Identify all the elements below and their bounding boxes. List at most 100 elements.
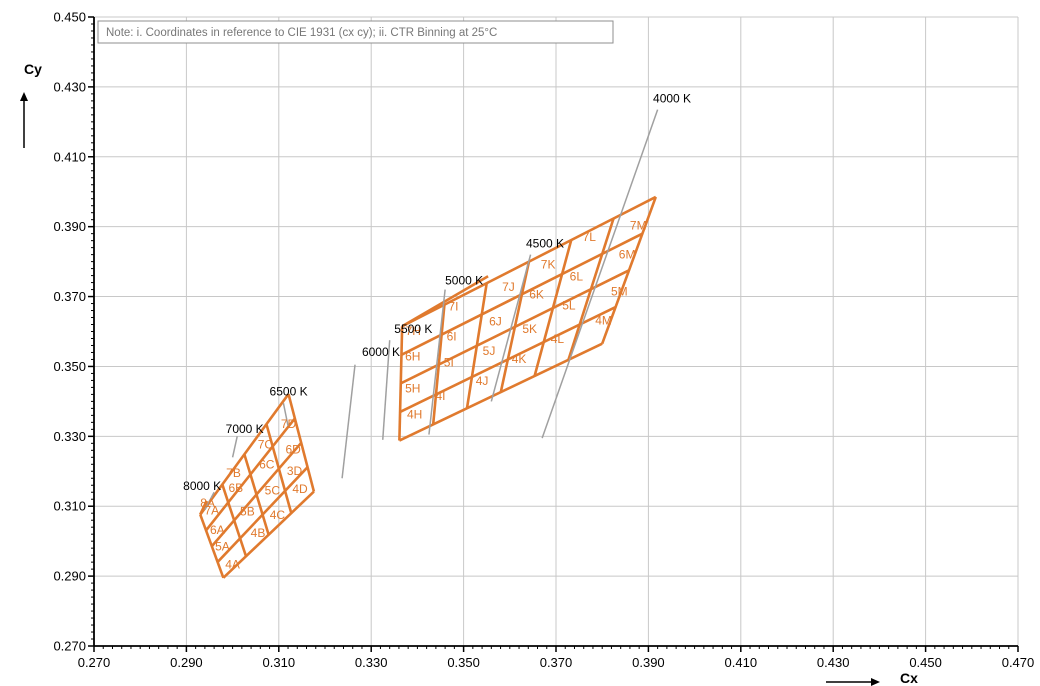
bin-label: 7A bbox=[204, 503, 219, 517]
bin-label: 6C bbox=[259, 458, 275, 472]
y-tick-label: 0.450 bbox=[53, 10, 86, 25]
bin-label: 6K bbox=[529, 287, 544, 301]
cct-label: 4000 K bbox=[653, 92, 691, 106]
bin-label: 5C bbox=[265, 483, 281, 497]
cct-label: 5000 K bbox=[445, 273, 483, 287]
y-axis-title-group: Cy bbox=[20, 61, 42, 148]
cct-label: 4500 K bbox=[526, 237, 564, 251]
y-tick-label: 0.350 bbox=[53, 359, 86, 374]
x-tick-label: 0.390 bbox=[632, 655, 665, 670]
warm-bin-top-edge bbox=[401, 275, 489, 328]
bin-label: 5H bbox=[405, 381, 420, 395]
bin-label: 7K bbox=[541, 257, 556, 271]
bin-label: 6H bbox=[405, 350, 420, 364]
cct-leader-line bbox=[204, 491, 215, 511]
bin-label: 5B bbox=[240, 504, 255, 518]
bin-label: 4D bbox=[292, 482, 308, 496]
y-axis-arrow-head-icon bbox=[20, 92, 28, 101]
x-axis-title: Cx bbox=[900, 670, 918, 686]
bin-label: 4M bbox=[595, 314, 612, 328]
bin-label: 4I bbox=[435, 389, 445, 403]
note-box: Note: i. Coordinates in reference to CIE… bbox=[97, 20, 614, 44]
cct-label: 7000 K bbox=[226, 422, 264, 436]
bin-label: 4B bbox=[251, 526, 266, 540]
warm-bin-line-h bbox=[400, 269, 630, 385]
x-tick-label: 0.350 bbox=[447, 655, 480, 670]
y-tick-label: 0.390 bbox=[53, 219, 86, 234]
x-axis-arrow-head-icon bbox=[871, 678, 880, 686]
y-tick-label: 0.410 bbox=[53, 149, 86, 164]
cct-label: 6500 K bbox=[270, 384, 308, 398]
warm-bin-line-v bbox=[398, 326, 404, 441]
x-tick-label: 0.290 bbox=[170, 655, 203, 670]
y-tick-label: 0.370 bbox=[53, 289, 86, 304]
x-tick-label: 0.470 bbox=[1002, 655, 1035, 670]
warm-bin-line-h bbox=[398, 342, 603, 442]
bin-label: 6J bbox=[489, 314, 502, 328]
y-tick-labels: 0.270 0.290 0.310 0.330 0.350 0.370 0.390 0.410… bbox=[53, 10, 86, 654]
y-tick-label: 0.430 bbox=[53, 79, 86, 94]
bin-label: 7D bbox=[281, 417, 297, 431]
cct-labels: 8000 K 7000 K 6500 K 6000 K 5500 K 5000 K 4500… bbox=[183, 92, 691, 494]
bin-label: 5A bbox=[215, 539, 230, 553]
axes bbox=[88, 16, 1019, 652]
bin-label: 4C bbox=[270, 508, 286, 522]
note-text: Note: i. Coordinates in reference to CIE… bbox=[106, 27, 497, 39]
cool-bin-line-h bbox=[216, 466, 309, 563]
bin-label: 6D bbox=[285, 443, 301, 457]
bin-label: 4A bbox=[225, 558, 240, 572]
bin-label: 7J bbox=[502, 280, 515, 294]
warm-bin-line-h bbox=[399, 305, 617, 414]
cool-bin-line-v bbox=[199, 514, 225, 579]
x-axis-title-group: Cx bbox=[826, 670, 918, 686]
cool-bin-line-h bbox=[210, 441, 303, 548]
cct-leader-line bbox=[282, 402, 289, 426]
bin-label: 5J bbox=[483, 344, 496, 358]
bin-label: 7H bbox=[406, 324, 421, 338]
y-tick-label: 0.290 bbox=[53, 569, 86, 584]
y-tick-label: 0.330 bbox=[53, 429, 86, 444]
cct-leader-line bbox=[341, 364, 356, 479]
bin-label: 7B bbox=[226, 466, 241, 480]
bin-label: 7I bbox=[448, 300, 458, 314]
x-tick-label: 0.330 bbox=[355, 655, 388, 670]
bin-label: 4K bbox=[512, 352, 527, 366]
bin-label: 6B bbox=[228, 481, 243, 495]
y-tick-label: 0.310 bbox=[53, 499, 86, 514]
bin-label: 6I bbox=[447, 330, 457, 344]
bin-label: 7M bbox=[630, 218, 647, 232]
cool-bin-edge-h bbox=[199, 500, 208, 516]
bin-label: 4H bbox=[407, 408, 422, 422]
y-tick-label: 0.270 bbox=[53, 639, 86, 654]
cct-leader-line bbox=[231, 436, 238, 458]
bin-label: 7C bbox=[258, 437, 274, 451]
x-tick-labels: 0.270 0.290 0.310 0.330 0.350 0.370 0.390 0.410… bbox=[78, 655, 1035, 670]
bin-label: 7L bbox=[583, 230, 597, 244]
cct-label: 5500 K bbox=[394, 322, 432, 336]
cct-leader-line bbox=[428, 289, 446, 435]
bin-label: 5I bbox=[444, 356, 454, 370]
bin-label: 5K bbox=[522, 322, 537, 336]
cool-bin-line-h bbox=[222, 490, 315, 579]
cct-leader-line bbox=[382, 340, 391, 440]
warm-bin-line-h bbox=[400, 232, 643, 356]
y-axis-title: Cy bbox=[24, 61, 42, 77]
cct-leader-line bbox=[490, 254, 532, 402]
bin-label: 5M bbox=[611, 285, 628, 299]
cct-label: 8000 K bbox=[183, 479, 221, 493]
bin-label: 4J bbox=[476, 374, 489, 388]
x-tick-label: 0.410 bbox=[725, 655, 758, 670]
bin-label: 3D bbox=[287, 464, 303, 478]
bin-label: 6L bbox=[570, 270, 584, 284]
bin-grids bbox=[199, 195, 658, 579]
x-tick-label: 0.310 bbox=[263, 655, 296, 670]
cct-label: 6000 K bbox=[362, 345, 400, 359]
x-tick-label: 0.270 bbox=[78, 655, 111, 670]
bin-label: 8A bbox=[200, 496, 215, 510]
cct-leader-line bbox=[541, 109, 659, 439]
x-tick-label: 0.370 bbox=[540, 655, 573, 670]
bin-label: 6M bbox=[619, 248, 636, 262]
bin-label: 5L bbox=[562, 298, 576, 312]
